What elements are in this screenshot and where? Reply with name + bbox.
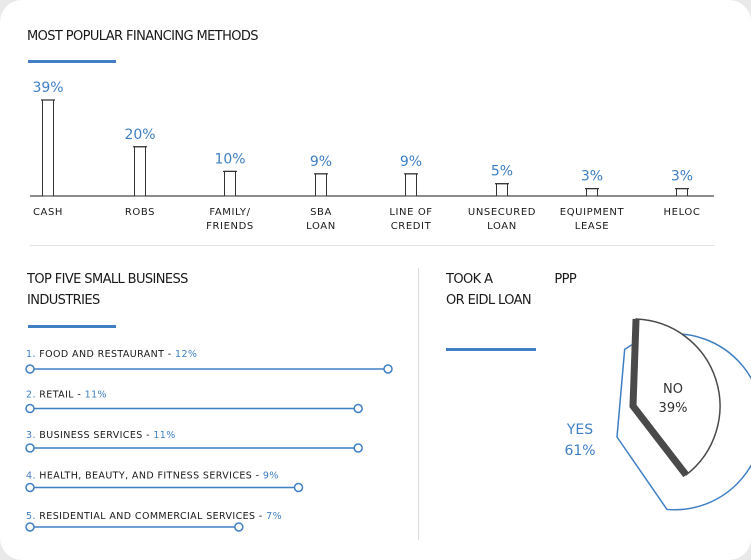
financing-category-label: LOAN: [487, 221, 517, 232]
financing-category-label: EQUIPMENT: [560, 207, 625, 218]
section-divider: [30, 245, 715, 246]
ppp-slice-no: [632, 318, 721, 476]
industry-bar-end-dot: [234, 522, 244, 532]
industry-bar-start-dot: [25, 403, 35, 414]
ppp-title: TOOK A PPP OR EIDL LOAN: [446, 269, 577, 311]
financing-category-label: HELOC: [664, 207, 701, 218]
ppp-title-line-2: OR EIDL LOAN: [446, 293, 532, 308]
financing-bar-chart: 39% CASH 20% ROBS 10% FAMILY/FRIENDS 9% SBA LOAN…: [30, 80, 714, 232]
financing-value-label: 3%: [581, 169, 603, 185]
industries-title-underline: [28, 325, 116, 328]
financing-value-label: 3%: [671, 169, 693, 185]
industry-bar-end-dot: [353, 443, 363, 453]
financing-value-label: 39%: [32, 80, 63, 96]
financing-value-label: 9%: [400, 154, 422, 170]
ppp-title-took: TOOK A: [446, 272, 493, 287]
financing-title-underline: [28, 60, 116, 63]
industry-bar-start-dot: [25, 443, 35, 453]
financing-category-label: CASH: [33, 207, 63, 218]
financing-category-label: SBA: [310, 207, 332, 218]
column-divider: [418, 268, 419, 540]
financing-value-label: 9%: [310, 154, 332, 170]
financing-value-label: 20%: [124, 127, 155, 143]
industry-bar-start-dot: [25, 482, 35, 493]
financing-category-label: FRIENDS: [206, 221, 254, 232]
ppp-title-ppp: PPP: [554, 272, 577, 287]
ppp-title-line-1: TOOK A PPP: [446, 269, 577, 290]
financing-category-label: ROBS: [125, 207, 155, 218]
financing-category-label: LOAN: [306, 221, 336, 232]
industries-title: TOP FIVE SMALL BUSINESS INDUSTRIES: [27, 269, 188, 311]
ppp-title-underline: [446, 348, 536, 351]
industry-label: 1. FOOD AND RESTAURANT - 12%: [26, 349, 197, 360]
industries-title-line-1: TOP FIVE SMALL BUSINESS: [27, 272, 188, 287]
industry-bar-end-dot: [293, 482, 304, 493]
industries-line-chart: 1. FOOD AND RESTAURANT - 12% 2. RETAIL - …: [25, 349, 393, 532]
industry-label: 5. RESIDENTIAL AND COMMERCIAL SERVICES -…: [26, 511, 282, 522]
financing-category-label: CREDIT: [391, 221, 432, 232]
industry-bar-end-dot: [383, 364, 393, 374]
ppp-yes-value: 61%: [564, 443, 595, 459]
industries-title-line-2: INDUSTRIES: [27, 293, 100, 308]
financing-category-label: FAMILY/: [209, 207, 250, 218]
industry-label: 3. BUSINESS SERVICES - 11%: [26, 430, 176, 441]
financing-category-label: UNSECURED: [468, 207, 536, 218]
financing-value-label: 10%: [214, 151, 245, 167]
ppp-no-value: 39%: [659, 401, 688, 416]
industry-bar-start-dot: [25, 522, 35, 532]
financing-category-label: LEASE: [575, 221, 609, 232]
industry-bar-start-dot: [25, 364, 35, 374]
industry-label: 2. RETAIL - 11%: [26, 390, 107, 401]
ppp-yes-label: YES: [566, 422, 593, 438]
financing-value-label: 5%: [491, 164, 513, 180]
financing-title: MOST POPULAR FINANCING METHODS: [27, 29, 259, 44]
ppp-slice-no-edge: [629, 318, 689, 478]
financing-category-label: LINE OF: [389, 207, 432, 218]
ppp-no-label: NO: [663, 382, 683, 397]
industry-label: 4. HEALTH, BEAUTY, AND FITNESS SERVICES …: [26, 471, 279, 482]
industry-bar-end-dot: [353, 403, 363, 414]
